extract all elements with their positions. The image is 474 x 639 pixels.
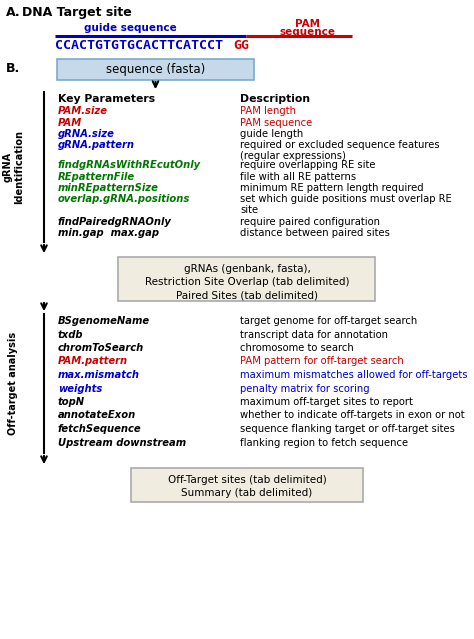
- Text: set which guide positions must overlap RE: set which guide positions must overlap R…: [240, 194, 452, 204]
- Text: fetchSequence: fetchSequence: [58, 424, 142, 434]
- Text: gRNA
Identification: gRNA Identification: [2, 130, 24, 204]
- Text: target genome for off-target search: target genome for off-target search: [240, 316, 417, 326]
- Text: whether to indicate off-targets in exon or not: whether to indicate off-targets in exon …: [240, 410, 465, 420]
- Text: PAM.pattern: PAM.pattern: [58, 357, 128, 367]
- Text: guide sequence: guide sequence: [83, 23, 176, 33]
- Text: maximum mismatches allowed for off-targets: maximum mismatches allowed for off-targe…: [240, 370, 467, 380]
- Text: overlap.gRNA.positions: overlap.gRNA.positions: [58, 194, 191, 204]
- Text: annotateExon: annotateExon: [58, 410, 136, 420]
- Text: chromToSearch: chromToSearch: [58, 343, 144, 353]
- Text: REpatternFile: REpatternFile: [58, 171, 135, 181]
- Text: PAM sequence: PAM sequence: [240, 118, 312, 128]
- Text: Off-target analysis: Off-target analysis: [8, 332, 18, 435]
- Text: penalty matrix for scoring: penalty matrix for scoring: [240, 383, 370, 394]
- FancyBboxPatch shape: [57, 59, 254, 80]
- Text: findgRNAsWithREcutOnly: findgRNAsWithREcutOnly: [58, 160, 201, 170]
- FancyBboxPatch shape: [118, 257, 375, 301]
- Text: PAM: PAM: [295, 19, 320, 29]
- Text: BSgenomeName: BSgenomeName: [58, 316, 150, 326]
- Text: txdb: txdb: [58, 330, 83, 339]
- Text: distance between paired sites: distance between paired sites: [240, 229, 390, 238]
- Text: PAM pattern for off-target search: PAM pattern for off-target search: [240, 357, 404, 367]
- Text: gRNA.pattern: gRNA.pattern: [58, 141, 135, 151]
- Text: maximum off-target sites to report: maximum off-target sites to report: [240, 397, 413, 407]
- Text: GG: GG: [233, 39, 249, 52]
- Text: PAM length: PAM length: [240, 106, 296, 116]
- Text: max.mismatch: max.mismatch: [58, 370, 140, 380]
- Text: sequence (fasta): sequence (fasta): [106, 63, 205, 76]
- Text: minimum RE pattern length required: minimum RE pattern length required: [240, 183, 424, 193]
- Text: DNA Target site: DNA Target site: [22, 6, 132, 19]
- Text: require paired configuration: require paired configuration: [240, 217, 380, 227]
- Text: Upstream downstream: Upstream downstream: [58, 438, 186, 447]
- Text: PAM.size: PAM.size: [58, 106, 108, 116]
- Text: sequence: sequence: [280, 27, 336, 37]
- Text: gRNA.size: gRNA.size: [58, 129, 115, 139]
- Text: CCACTGTGTGCACTTCATCCT: CCACTGTGTGCACTTCATCCT: [55, 39, 223, 52]
- Text: guide length: guide length: [240, 129, 303, 139]
- Text: Description: Description: [240, 94, 310, 104]
- Text: minREpatternSize: minREpatternSize: [58, 183, 159, 193]
- Text: Key Parameters: Key Parameters: [58, 94, 155, 104]
- Text: gRNAs (genbank, fasta),: gRNAs (genbank, fasta),: [183, 264, 310, 274]
- Text: required or excluded sequence features: required or excluded sequence features: [240, 141, 439, 151]
- Text: Restriction Site Overlap (tab delimited): Restriction Site Overlap (tab delimited): [145, 277, 349, 287]
- Text: findPairedgRNAOnly: findPairedgRNAOnly: [58, 217, 172, 227]
- Text: topN: topN: [58, 397, 85, 407]
- Text: weights: weights: [58, 383, 102, 394]
- Text: sequence flanking target or off-target sites: sequence flanking target or off-target s…: [240, 424, 455, 434]
- Text: flanking region to fetch sequence: flanking region to fetch sequence: [240, 438, 408, 447]
- FancyBboxPatch shape: [131, 468, 363, 502]
- Text: Paired Sites (tab delimited): Paired Sites (tab delimited): [176, 290, 318, 300]
- Text: (regular expressions): (regular expressions): [240, 151, 346, 161]
- Text: chromosome to search: chromosome to search: [240, 343, 354, 353]
- Text: min.gap  max.gap: min.gap max.gap: [58, 229, 159, 238]
- Text: site: site: [240, 205, 258, 215]
- Text: Summary (tab delimited): Summary (tab delimited): [182, 488, 313, 498]
- Text: Off-Target sites (tab delimited): Off-Target sites (tab delimited): [168, 475, 327, 485]
- Text: file with all RE patterns: file with all RE patterns: [240, 171, 356, 181]
- Text: A.: A.: [6, 6, 21, 19]
- Text: transcript data for annotation: transcript data for annotation: [240, 330, 388, 339]
- Text: PAM: PAM: [58, 118, 82, 128]
- Text: B.: B.: [6, 62, 20, 75]
- Text: require overlapping RE site: require overlapping RE site: [240, 160, 375, 170]
